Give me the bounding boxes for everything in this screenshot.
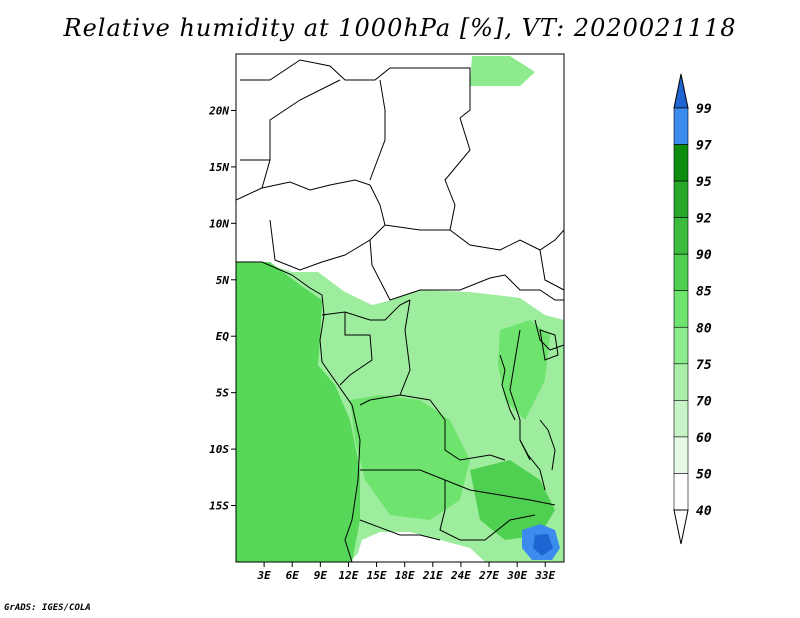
east-humid-region	[470, 460, 555, 540]
lon-tick-label: 21E	[422, 569, 443, 582]
country-borders	[236, 59, 564, 562]
map-title: Relative humidity at 1000hPa [%], VT: 20…	[63, 14, 737, 42]
legend-swatch	[673, 107, 689, 145]
legend-label: 92	[696, 212, 712, 227]
legend-label: 99	[696, 102, 712, 117]
legend-swatch	[673, 436, 689, 474]
lon-tick-label: 33E	[534, 569, 555, 582]
lon-tick-label: 24E	[450, 569, 471, 582]
legend-label: 70	[696, 394, 712, 409]
congo-basin-humid	[350, 395, 470, 520]
map-plot-area	[236, 54, 564, 562]
lat-tick-label: 10S	[209, 443, 229, 456]
legend-label: 60	[696, 431, 712, 446]
ocean-humid-region	[236, 262, 360, 562]
color-legend: 99 97 95 92 90 85 80 75 70 60 50 40	[673, 73, 712, 545]
legend-label: 40	[696, 504, 712, 519]
lon-tick-label: 18E	[395, 569, 415, 582]
legend-label: 97	[696, 139, 712, 154]
lon-tick-label: 15E	[367, 569, 387, 582]
legend-label: 95	[696, 175, 712, 190]
legend-swatch	[673, 290, 689, 328]
legend-label: 90	[696, 248, 712, 263]
legend-swatch	[673, 217, 689, 255]
legend-swatch	[673, 473, 689, 511]
legend-top-arrow	[673, 73, 689, 109]
legend-label: 50	[696, 467, 712, 482]
lake-region-humid	[498, 320, 550, 420]
legend-swatch	[673, 144, 689, 182]
credit-text: GrADS: IGES/COLA	[4, 603, 91, 613]
legend-label: 80	[696, 321, 712, 336]
lat-tick-label: 10N	[209, 217, 229, 230]
lon-tick-label: 3E	[256, 569, 271, 582]
lat-tick-label: 5S	[216, 387, 230, 400]
longitude-axis: 3E 6E 9E 12E 15E 18E 21E 24E 27E 30E 33E	[256, 562, 556, 582]
latitude-axis: 20N 15N 10N 5N EQ 5S 10S 15S	[208, 104, 236, 513]
lon-tick-label: 30E	[506, 569, 527, 582]
saturated-core	[533, 534, 553, 556]
legend-swatch	[673, 253, 689, 292]
legend-swatch	[673, 326, 689, 365]
legend-swatch	[673, 400, 689, 438]
dry-patch-south	[355, 532, 485, 562]
legend-label: 75	[696, 358, 712, 373]
lat-tick-label: 5N	[216, 274, 230, 287]
lon-tick-label: 9E	[314, 569, 328, 582]
lat-tick-label: 15N	[209, 161, 229, 174]
legend-swatch	[673, 180, 689, 218]
lon-tick-label: 27E	[478, 569, 499, 582]
lat-tick-label: 15S	[209, 500, 229, 513]
lat-tick-label: 20N	[208, 104, 229, 117]
north-east-humid-patch	[470, 56, 535, 86]
lon-tick-label: 12E	[339, 569, 359, 582]
lat-tick-label: EQ	[216, 330, 230, 343]
legend-bottom-arrow	[673, 509, 689, 545]
map-frame	[235, 53, 565, 563]
lon-tick-label: 6E	[286, 569, 300, 582]
legend-label: 85	[696, 285, 712, 300]
legend-swatch	[673, 363, 689, 401]
